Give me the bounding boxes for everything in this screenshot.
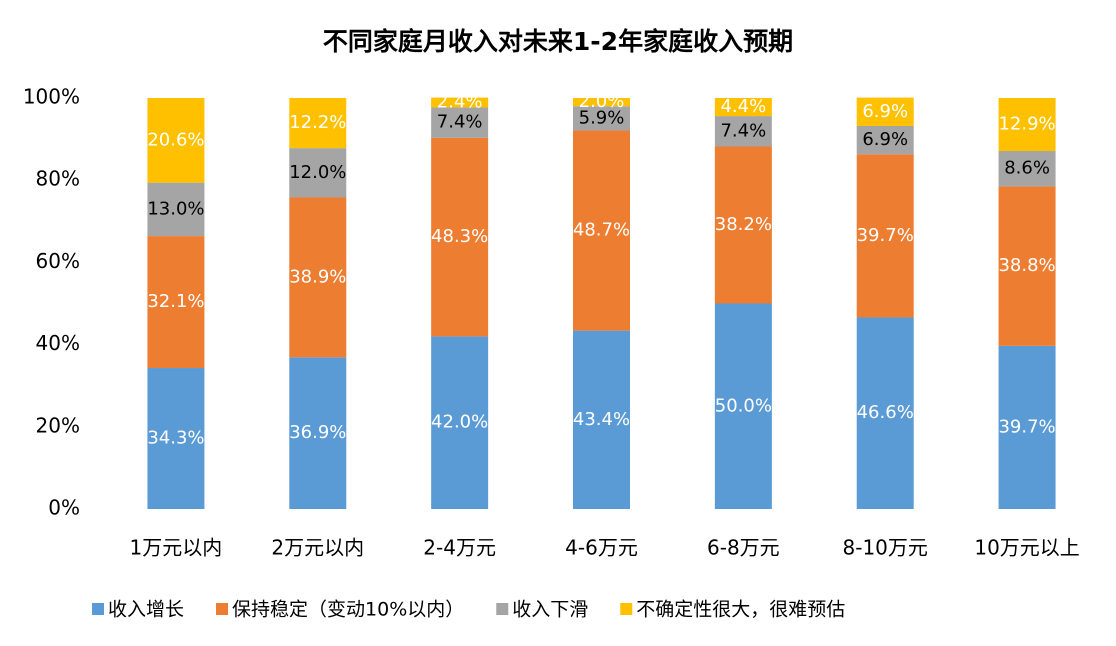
- chart-title: 不同家庭月收入对未来1-2年家庭收入预期: [323, 27, 793, 56]
- value-label: 48.3%: [431, 226, 488, 247]
- bar-segment: [998, 98, 1056, 152]
- value-label: 2.4%: [437, 92, 483, 113]
- value-label: 48.7%: [573, 220, 630, 241]
- bar-segment: [289, 148, 347, 198]
- bar-segment: [147, 98, 205, 183]
- legend-swatch: [620, 603, 633, 615]
- bar-segment: [714, 146, 772, 304]
- value-label: 43.4%: [573, 409, 630, 430]
- x-tick-label: 6-8万元: [707, 536, 780, 560]
- legend-swatch: [496, 603, 509, 615]
- bar-segment: [714, 116, 772, 147]
- bar-segment: [998, 151, 1056, 187]
- value-label: 12.0%: [289, 162, 346, 183]
- value-label: 12.2%: [289, 112, 346, 133]
- value-label: 20.6%: [147, 129, 204, 150]
- value-label: 38.8%: [998, 255, 1055, 276]
- legend-swatch: [92, 603, 104, 615]
- bar-segment: [289, 98, 347, 149]
- value-label: 39.7%: [998, 416, 1055, 437]
- y-tick-label: 80%: [36, 167, 80, 191]
- x-tick-label: 10万元以上: [974, 536, 1079, 560]
- value-label: 34.3%: [147, 428, 204, 449]
- value-label: 36.9%: [289, 422, 346, 443]
- bar-segment: [573, 330, 630, 509]
- bar-segment: [289, 197, 347, 358]
- y-tick-label: 20%: [36, 413, 80, 437]
- bar-segment: [856, 97, 914, 126]
- legend-label: 收入增长: [108, 599, 184, 621]
- legend-swatch: [216, 603, 229, 615]
- value-label: 5.9%: [579, 107, 625, 128]
- value-label: 46.6%: [857, 402, 914, 423]
- bar-segment: [573, 98, 630, 107]
- x-tick-label: 4-6万元: [565, 536, 638, 560]
- value-label: 7.4%: [437, 112, 483, 133]
- bar-segment: [147, 236, 205, 369]
- bar-segment: [856, 317, 914, 509]
- value-label: 2.0%: [579, 91, 625, 112]
- bar-segment: [714, 303, 772, 509]
- bar-segment: [147, 368, 205, 509]
- value-label: 42.0%: [431, 412, 488, 433]
- x-tick-label: 2万元以内: [271, 536, 364, 560]
- y-tick-label: 0%: [48, 496, 80, 520]
- legend-label: 保持稳定（变动10%以内）: [232, 599, 464, 621]
- value-label: 6.9%: [862, 129, 908, 150]
- x-tick-label: 2-4万元: [423, 536, 496, 560]
- bar-segment: [289, 357, 347, 509]
- value-label: 32.1%: [147, 291, 204, 312]
- bar-segment: [431, 137, 489, 337]
- y-tick-label: 60%: [36, 249, 80, 273]
- value-label: 7.4%: [720, 120, 766, 141]
- bar-segment: [431, 97, 489, 108]
- value-label: 50.0%: [715, 395, 772, 416]
- bar-segment: [998, 345, 1056, 509]
- x-tick-label: 8-10万元: [843, 536, 928, 560]
- value-label: 12.9%: [998, 114, 1055, 135]
- bar-segment: [998, 186, 1056, 346]
- value-label: 6.9%: [862, 101, 908, 122]
- y-tick-label: 100%: [23, 85, 80, 109]
- value-label: 8.6%: [1004, 158, 1050, 179]
- y-tick-label: 40%: [36, 331, 80, 355]
- bar-segment: [856, 125, 914, 155]
- bar-segment: [573, 106, 630, 131]
- value-label: 38.2%: [715, 214, 772, 235]
- value-label: 39.7%: [857, 225, 914, 246]
- value-label: 13.0%: [147, 198, 204, 219]
- legend-label: 收入下滑: [512, 599, 588, 621]
- bar-segment: [573, 130, 630, 331]
- bar-segment: [431, 336, 489, 509]
- legend-label: 不确定性很大，很难预估: [636, 599, 845, 621]
- bar-segment: [431, 107, 489, 138]
- bar-segment: [147, 182, 205, 237]
- value-label: 4.4%: [720, 96, 766, 117]
- bar-segment: [714, 98, 772, 117]
- value-label: 38.9%: [289, 266, 346, 287]
- x-tick-label: 1万元以内: [130, 536, 223, 560]
- bar-segment: [856, 154, 914, 318]
